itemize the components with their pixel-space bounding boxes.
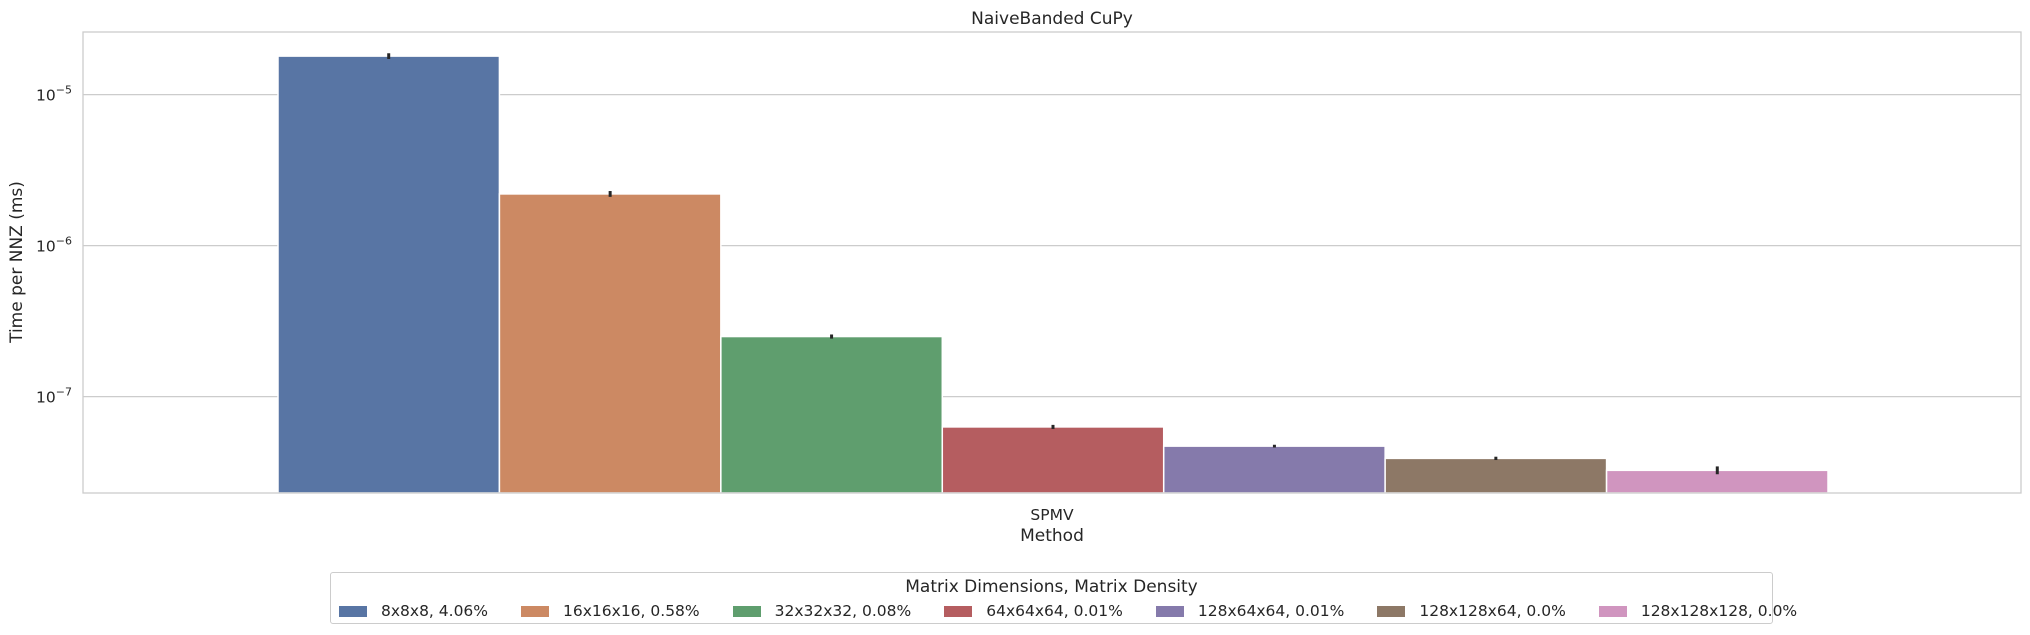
legend-label: 64x64x64, 0.01% [986, 602, 1123, 620]
legend: Matrix Dimensions, Matrix Density 8x8x8,… [330, 572, 1797, 624]
x-tick-label: SPMV [1030, 506, 1074, 524]
legend-item: 128x128x64, 0.0% [1377, 602, 1566, 620]
chart-svg: 10−5 10−6 10−7 NaiveBanded CuPy Time per N… [7, 9, 2022, 546]
legend-item: 16x16x16, 0.58% [521, 602, 700, 620]
legend-item: 128x128x128, 0.0% [1598, 602, 1798, 620]
legend-swatch [339, 605, 367, 617]
bar-series-4 [1162, 445, 1386, 494]
legend-label: 32x32x32, 0.08% [774, 602, 912, 620]
legend-swatch [944, 605, 973, 617]
bar-series-2 [720, 335, 944, 494]
legend-swatch [732, 605, 761, 617]
chart-title: NaiveBanded CuPy [971, 9, 1133, 29]
legend-label: 128x128x64, 0.0% [1419, 602, 1566, 620]
legend-item: 64x64x64, 0.01% [944, 602, 1123, 620]
legend-swatch [1598, 605, 1627, 617]
legend-label: 128x128x128, 0.0% [1640, 602, 1798, 620]
legend-swatch [521, 605, 550, 617]
x-axis-label: Method [1020, 526, 1084, 546]
plot-frame [82, 31, 2022, 494]
legend-item: 128x64x64, 0.01% [1155, 602, 1345, 620]
y-tick-labels: 10−5 10−6 10−7 [36, 84, 72, 407]
y-tick-label: 10−5 [36, 84, 72, 105]
bar-series-3 [941, 426, 1165, 494]
legend-swatch [1377, 605, 1406, 617]
bar-series-1 [498, 193, 722, 494]
legend-swatch [1155, 605, 1184, 617]
legend-title: Matrix Dimensions, Matrix Density [905, 577, 1198, 597]
y-axis-label: Time per NNZ (ms) [7, 181, 27, 344]
bars [277, 55, 1829, 494]
legend-label: 128x64x64, 0.01% [1197, 602, 1345, 620]
legend-item: 32x32x32, 0.08% [732, 602, 912, 620]
legend-item: 8x8x8, 4.06% [339, 602, 488, 620]
bar-series-0 [277, 55, 501, 494]
legend-items: 8x8x8, 4.06% 16x16x16, 0.58% 32x32x32, 0.0… [339, 602, 1830, 620]
bar-series-5 [1384, 457, 1608, 494]
legend-label: 16x16x16, 0.58% [563, 602, 700, 620]
y-tick-label: 10−6 [36, 235, 72, 256]
legend-label: 8x8x8, 4.06% [381, 602, 489, 620]
error-bars [387, 53, 1719, 475]
y-tick-label: 10−7 [36, 386, 72, 407]
